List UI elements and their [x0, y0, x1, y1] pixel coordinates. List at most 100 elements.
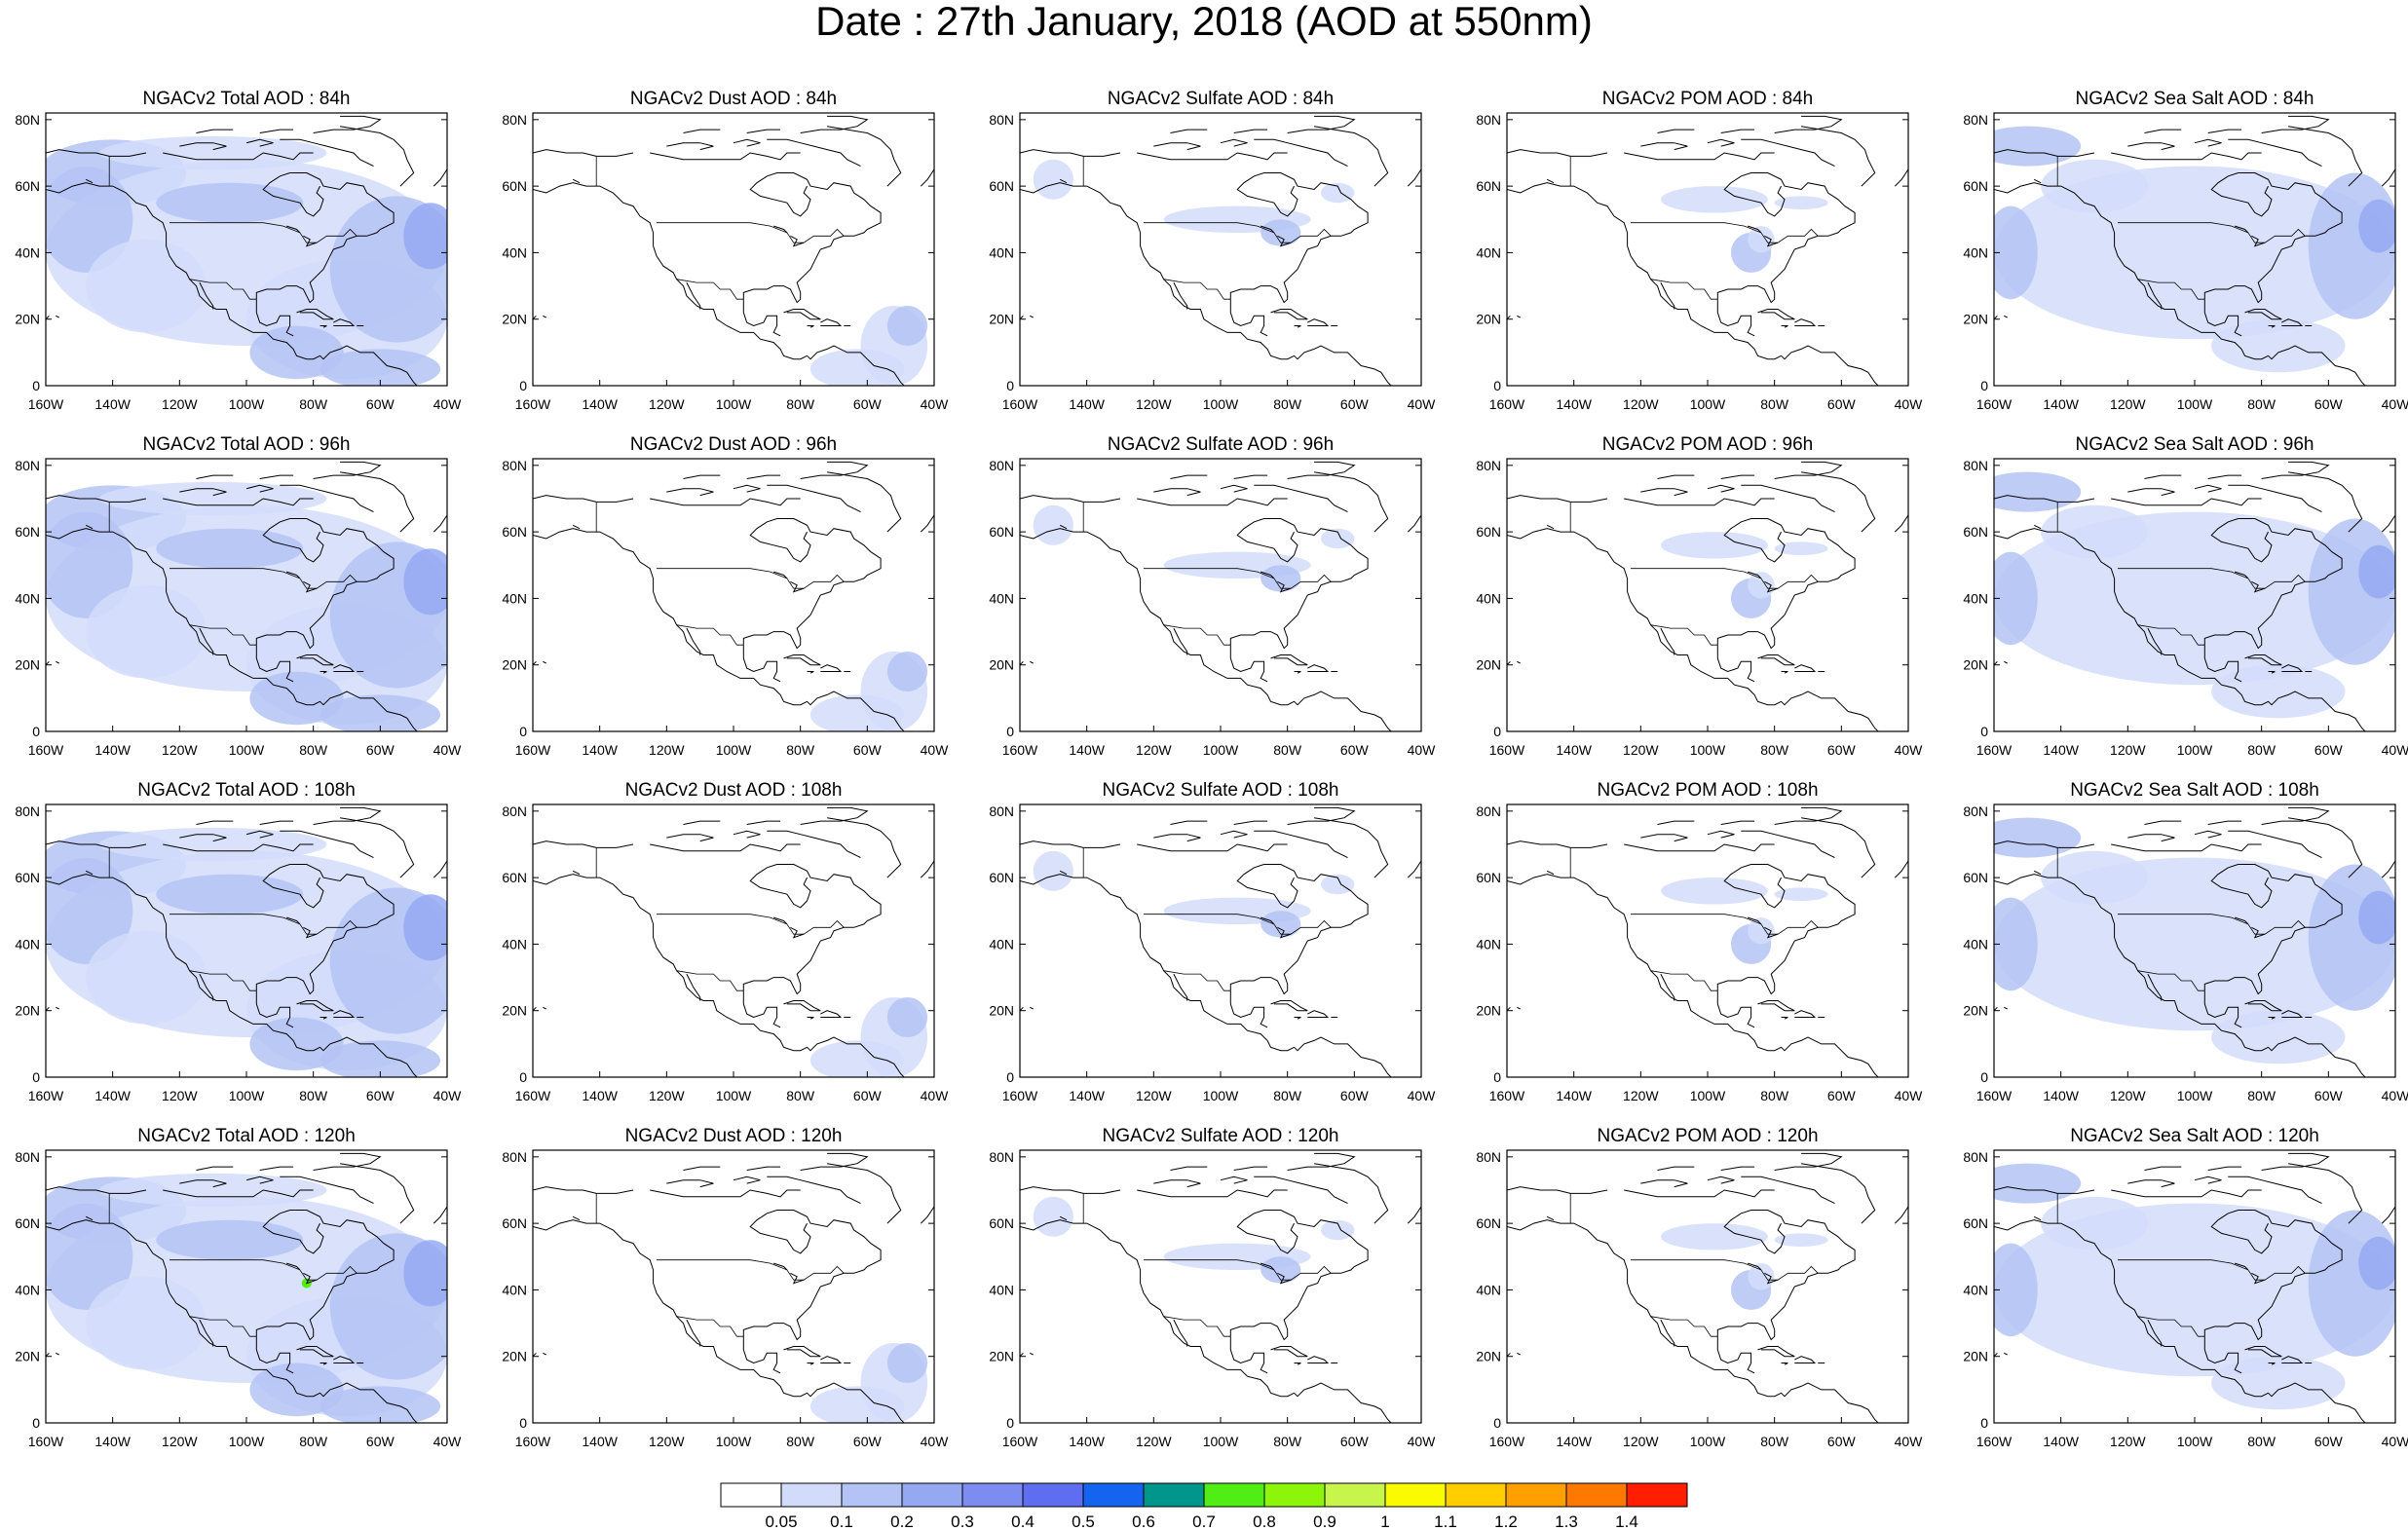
aod-region: [1774, 541, 1828, 555]
map-frame: [1506, 803, 1909, 1078]
lat-tick-label: 20N: [1963, 657, 1988, 673]
aod-region: [2041, 1196, 2148, 1251]
aod-region: [1994, 897, 2038, 991]
coastline: [2004, 660, 2008, 664]
lat-tick-label: 20N: [989, 1349, 1014, 1364]
coastline: [1233, 1166, 1268, 1171]
lon-tick-label: 140W: [1556, 1434, 1592, 1449]
coastline: [2004, 1352, 2008, 1356]
coastline: [2228, 830, 2322, 859]
lon-tick-label: 40W: [1895, 742, 1924, 758]
coastline: [56, 1352, 59, 1356]
coastline: [1020, 495, 1084, 503]
lat-tick-label: 60N: [989, 178, 1014, 194]
lat-tick-label: 20N: [502, 657, 527, 673]
lon-tick-label: 100W: [716, 1088, 752, 1103]
lon-tick-label: 80W: [1760, 742, 1789, 758]
lat-tick-label: 60N: [15, 1215, 40, 1231]
lon-tick-label: 120W: [162, 1434, 198, 1449]
lon-tick-label: 100W: [1203, 1088, 1239, 1103]
lon-tick-label: 60W: [853, 1088, 883, 1103]
lat-tick-label: 20N: [1963, 312, 1988, 327]
aod-shading: [1033, 1196, 1355, 1284]
aod-region: [1321, 182, 1355, 204]
lon-tick-label: 100W: [716, 396, 752, 412]
aod-region: [156, 1219, 304, 1260]
coastline: [2261, 461, 2330, 479]
lon-tick-label: 120W: [162, 396, 198, 412]
lon-tick-label: 60W: [853, 1434, 883, 1449]
lat-tick-label: 0: [1493, 724, 1501, 739]
lat-tick-label: 0: [1980, 1069, 1988, 1085]
colorbar-swatch: [1263, 1482, 1326, 1508]
coastline: [1137, 152, 1288, 161]
map-frame: [1019, 112, 1422, 387]
coastline: [1137, 1189, 1288, 1198]
lon-tick-label: 160W: [1002, 1088, 1038, 1103]
coastline: [1707, 830, 1735, 839]
map-plot: 0 20N 40N 60N 80N 160W 140W 120W 100W 80W 60W 40W: [1963, 458, 2408, 758]
coastline: [1707, 484, 1735, 493]
coastline: [1994, 149, 2058, 157]
lon-tick-label: 100W: [229, 396, 265, 412]
lon-tick-label: 120W: [649, 1434, 685, 1449]
lat-tick-label: 80N: [502, 112, 527, 128]
aod-region: [1994, 1243, 2038, 1337]
coastline: [2207, 820, 2242, 825]
coastline: [1801, 817, 1876, 878]
coastline: [1624, 843, 1775, 852]
map-panel-total-120h: NGACv2 Total AOD : 120h 0 20N 40N 60N 80N 160W…: [0, 1125, 487, 1456]
coastline: [742, 864, 882, 995]
coastline: [1716, 1336, 1755, 1374]
country-border: [169, 568, 357, 589]
coastline: [533, 1219, 905, 1423]
coastline: [1640, 1179, 1688, 1188]
coastline: [2244, 1346, 2282, 1358]
coastline: [2127, 488, 2175, 497]
country-border: [657, 568, 845, 589]
coastline: [1287, 461, 1356, 479]
map-plot: 0 20N 40N 60N 80N 160W 140W 120W 100W 80W 60W 40W: [1476, 458, 1924, 758]
lat-tick-label: 0: [1493, 378, 1501, 393]
coastline: [2004, 315, 2008, 318]
lon-tick-label: 120W: [2110, 1434, 2146, 1449]
country-border: [1650, 624, 1718, 646]
coastline: [255, 299, 294, 337]
lat-tick-label: 60N: [15, 524, 40, 540]
lon-tick-label: 40W: [1895, 396, 1924, 412]
lon-tick-label: 160W: [515, 1434, 551, 1449]
coastline: [255, 1210, 395, 1341]
map-plot: 0 20N 40N 60N 80N 160W 140W 120W 100W 80W 60W 40W: [1476, 803, 1923, 1103]
coastline: [2261, 1152, 2330, 1171]
lon-tick-label: 160W: [28, 742, 64, 758]
aod-shading: [46, 1173, 447, 1423]
coastline: [543, 660, 546, 664]
coastline: [340, 1163, 415, 1224]
lon-tick-label: 40W: [1408, 1434, 1437, 1449]
lon-tick-label: 60W: [853, 396, 883, 412]
lon-tick-label: 100W: [1203, 742, 1239, 758]
country-border: [1163, 279, 1231, 300]
aod-shading: [1994, 817, 2395, 1064]
coastline: [807, 671, 814, 674]
coastline: [2147, 627, 2163, 655]
panel-title: NGACv2 POM AOD : 120h: [1597, 1126, 1819, 1146]
coastline: [1083, 843, 1121, 848]
lon-tick-label: 40W: [921, 742, 950, 758]
aod-region: [1774, 1233, 1828, 1247]
lon-tick-label: 100W: [2177, 1434, 2213, 1449]
coastline: [820, 1010, 843, 1018]
lon-tick-label: 40W: [921, 396, 950, 412]
lon-tick-label: 140W: [2043, 396, 2079, 412]
coastline: [1170, 820, 1208, 825]
coastline: [742, 299, 781, 337]
lon-tick-label: 100W: [1203, 1434, 1239, 1449]
lon-tick-label: 60W: [1827, 742, 1857, 758]
lat-tick-label: 80N: [1476, 803, 1501, 819]
colorbar-label: 1: [1380, 1512, 1389, 1529]
lon-tick-label: 140W: [582, 742, 618, 758]
colorbar-label: 1.3: [1555, 1512, 1578, 1529]
lat-tick-label: 60N: [15, 870, 40, 885]
map-plot: 0 20N 40N 60N 80N 160W 140W 120W 100W 80W 60W 40W: [1963, 803, 2408, 1103]
coastline: [533, 874, 905, 1077]
